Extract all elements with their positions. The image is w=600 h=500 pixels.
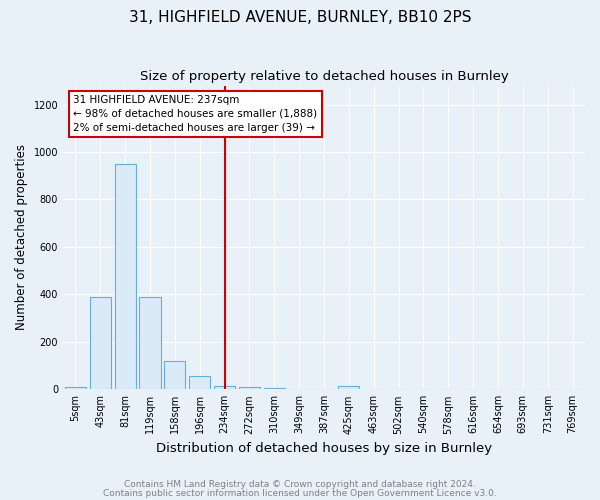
Bar xyxy=(338,386,359,390)
Bar xyxy=(189,376,211,390)
Title: Size of property relative to detached houses in Burnley: Size of property relative to detached ho… xyxy=(140,70,508,83)
Bar xyxy=(164,361,185,390)
Bar xyxy=(289,388,310,390)
Bar xyxy=(214,386,235,390)
Text: 31 HIGHFIELD AVENUE: 237sqm
← 98% of detached houses are smaller (1,888)
2% of s: 31 HIGHFIELD AVENUE: 237sqm ← 98% of det… xyxy=(73,94,317,132)
Text: Contains HM Land Registry data © Crown copyright and database right 2024.: Contains HM Land Registry data © Crown c… xyxy=(124,480,476,489)
Bar xyxy=(65,387,86,390)
X-axis label: Distribution of detached houses by size in Burnley: Distribution of detached houses by size … xyxy=(156,442,492,455)
Text: 31, HIGHFIELD AVENUE, BURNLEY, BB10 2PS: 31, HIGHFIELD AVENUE, BURNLEY, BB10 2PS xyxy=(129,10,471,25)
Bar xyxy=(115,164,136,390)
Y-axis label: Number of detached properties: Number of detached properties xyxy=(15,144,28,330)
Bar xyxy=(239,387,260,390)
Text: Contains public sector information licensed under the Open Government Licence v3: Contains public sector information licen… xyxy=(103,489,497,498)
Bar xyxy=(264,388,285,390)
Bar xyxy=(139,297,161,390)
Bar xyxy=(90,297,111,390)
